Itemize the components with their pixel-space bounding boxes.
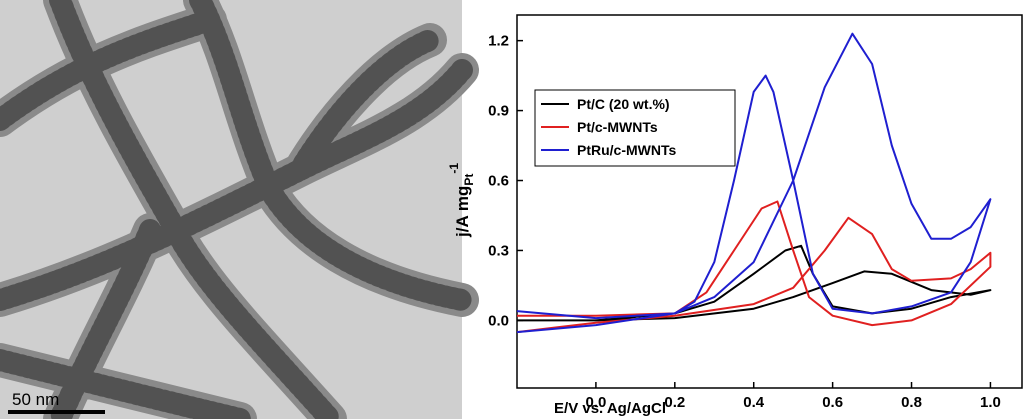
y-label-text: j/A mg: [453, 186, 472, 238]
y-label-sup: -1: [447, 163, 461, 174]
legend-label: Pt/c-MWNTs: [577, 119, 658, 135]
scale-bar-label: 50 nm: [12, 390, 59, 409]
y-axis-label: j/A mgPt-1: [447, 163, 476, 238]
plot-frame: [516, 14, 1023, 389]
cv-curve: [517, 244, 992, 322]
x-tick-label: 0.2: [664, 394, 685, 411]
x-tick-label: 1.0: [980, 394, 1001, 411]
y-tick-label: 0.6: [488, 173, 509, 190]
x-tick-label: 0.0: [585, 394, 606, 411]
x-axis-label: E/V vs. Ag/AgCl: [554, 400, 666, 417]
y-tick-label: 0.9: [488, 103, 509, 120]
legend-label: Pt/C (20 wt.%): [577, 96, 670, 112]
legend-label: PtRu/c-MWNTs: [577, 142, 676, 158]
y-label-sub: Pt: [462, 174, 476, 186]
y-tick-label: 0.0: [488, 312, 509, 329]
tem-image: 50 nm: [0, 0, 479, 419]
nanotubes: [0, 0, 479, 419]
cv-curve: [516, 200, 992, 334]
x-tick-label: 0.6: [822, 394, 843, 411]
x-tick-label: 0.8: [901, 394, 922, 411]
y-tick-label: 0.3: [488, 242, 509, 259]
x-tick-label: 0.4: [743, 394, 765, 411]
cv-curve: [516, 32, 992, 334]
y-tick-label: 1.2: [488, 33, 509, 50]
